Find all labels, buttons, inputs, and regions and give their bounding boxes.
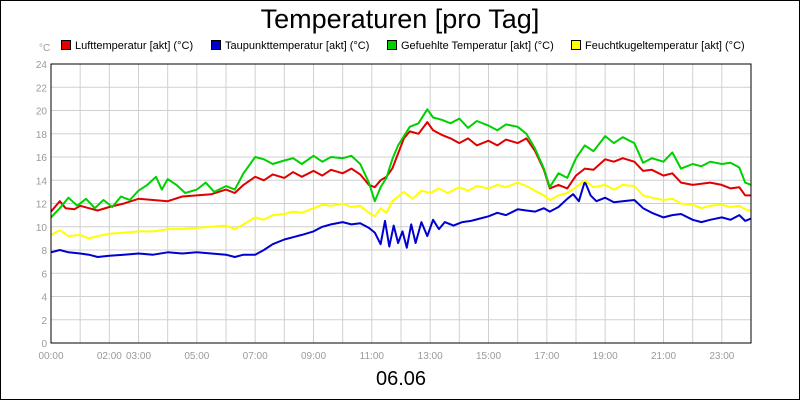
y-tick-label: 0	[41, 339, 47, 350]
x-tick-label: 19:00	[593, 351, 618, 362]
legend-label-feuchtkugeltemperatur: Feuchtkugeltemperatur [akt] (°C)	[585, 40, 745, 52]
x-tick-label: 21:00	[651, 351, 676, 362]
y-tick-label: 8	[41, 246, 47, 257]
series-line-2	[50, 108, 752, 219]
x-tick-label: 23:00	[709, 351, 734, 362]
y-tick-label: 16	[36, 153, 48, 164]
legend-item-feuchtkugeltemperatur: Feuchtkugeltemperatur [akt] (°C)	[571, 39, 745, 53]
y-tick-label: 12	[36, 200, 48, 211]
x-tick-label: 00:00	[38, 351, 63, 362]
series-line-0	[50, 121, 751, 213]
x-tick-label: 09:00	[301, 351, 326, 362]
x-tick-label: 02:00	[97, 351, 122, 362]
y-tick-label: 2	[41, 316, 47, 327]
x-tick-label: 05:00	[184, 351, 209, 362]
x-tick-label: 13:00	[418, 351, 443, 362]
plot-border	[50, 63, 752, 344]
x-tick-label: 07:00	[243, 351, 268, 362]
y-tick-label: 22	[36, 83, 48, 94]
series-line-1	[50, 180, 752, 258]
y-tick-label: 4	[41, 293, 47, 304]
legend-item-lufttemperatur: Lufttemperatur [akt] (°C)	[61, 39, 193, 53]
chart-title: Temperaturen [pro Tag]	[260, 4, 540, 34]
series-line-3	[50, 179, 752, 240]
x-tick-label: 11:00	[360, 351, 385, 362]
y-tick-label: 24	[36, 60, 48, 71]
legend-swatch-taupunkttemperatur	[211, 40, 221, 51]
x-tick-label: 17:00	[534, 351, 559, 362]
y-tick-label: 20	[36, 107, 48, 118]
y-tick-label: 14	[36, 176, 48, 187]
y-tick-label: 18	[36, 130, 48, 141]
legend-label-gefuehlte-temperatur: Gefuehlte Temperatur [akt] (°C)	[401, 40, 554, 52]
legend-item-taupunkttemperatur: Taupunkttemperatur [akt] (°C)	[211, 39, 369, 53]
x-tick-label: 03:00	[126, 351, 151, 362]
legend-label-lufttemperatur: Lufttemperatur [akt] (°C)	[75, 40, 194, 52]
x-axis-label: 06.06	[375, 368, 427, 390]
y-tick-label: 6	[41, 269, 47, 280]
legend-swatch-feuchtkugeltemperatur	[571, 40, 581, 51]
y-tick-label: 10	[36, 223, 48, 234]
x-tick-label: 15:00	[476, 351, 501, 362]
legend-item-gefuehlte-temperatur: Gefuehlte Temperatur [akt] (°C)	[387, 39, 554, 53]
y-axis-unit: °C	[39, 43, 51, 54]
legend-swatch-gefuehlte-temperatur	[387, 40, 397, 51]
legend-label-taupunkttemperatur: Taupunkttemperatur [akt] (°C)	[225, 40, 370, 52]
legend-swatch-lufttemperatur	[61, 40, 71, 51]
